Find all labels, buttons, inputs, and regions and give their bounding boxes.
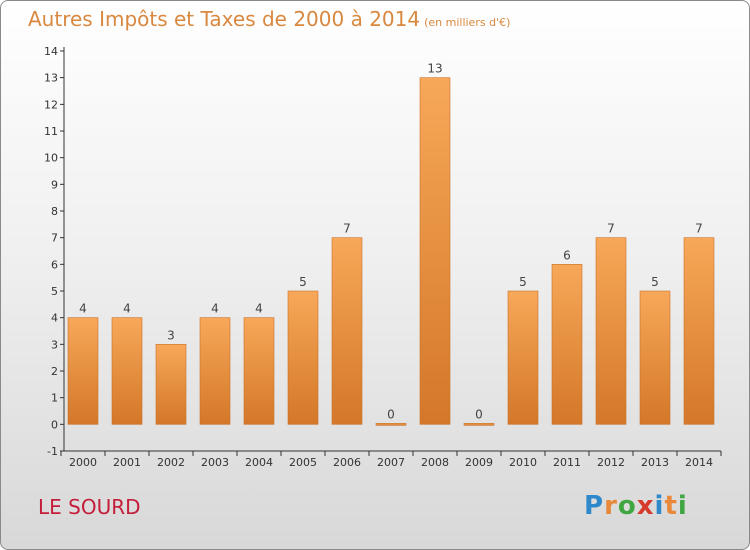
logo-letter: o bbox=[617, 491, 637, 521]
proxiti-logo: Proxiti bbox=[584, 491, 688, 521]
data-label: 4 bbox=[211, 302, 219, 316]
logo-letter: i bbox=[677, 491, 688, 521]
bar-2006 bbox=[331, 237, 363, 425]
bar-2008 bbox=[419, 77, 451, 425]
data-label: 5 bbox=[519, 275, 527, 289]
logo-letter: r bbox=[604, 491, 618, 521]
data-label: 4 bbox=[79, 302, 87, 316]
bar-2012 bbox=[595, 237, 627, 425]
y-tick-label: 9 bbox=[51, 178, 58, 191]
bar-2009 bbox=[463, 423, 495, 426]
y-tick-label: 1 bbox=[51, 392, 58, 405]
x-tick-label: 2005 bbox=[289, 456, 317, 469]
x-tick-label: 2012 bbox=[597, 456, 625, 469]
bar-2013 bbox=[639, 290, 671, 425]
x-tick-label: 2001 bbox=[113, 456, 141, 469]
bar-2001 bbox=[111, 317, 143, 425]
y-tick-label: 14 bbox=[44, 45, 58, 58]
data-label: 7 bbox=[607, 222, 615, 236]
y-tick-label: -1 bbox=[47, 445, 58, 458]
bar-2000 bbox=[67, 317, 99, 425]
y-tick-label: 13 bbox=[44, 72, 58, 85]
data-label: 0 bbox=[387, 407, 395, 421]
bar-2003 bbox=[199, 317, 231, 425]
data-label: 5 bbox=[651, 275, 659, 289]
y-tick-label: 10 bbox=[44, 152, 58, 165]
y-tick-label: 4 bbox=[51, 312, 58, 325]
title-text: Autres Impôts et Taxes de 2000 à 2014 bbox=[28, 7, 421, 31]
bars bbox=[67, 77, 715, 426]
data-label: 4 bbox=[123, 302, 131, 316]
logo-letter: i bbox=[654, 491, 665, 521]
commune-name: LE SOURD bbox=[38, 495, 141, 519]
x-tick-label: 2009 bbox=[465, 456, 493, 469]
data-label: 6 bbox=[563, 248, 571, 262]
x-tick-label: 2000 bbox=[69, 456, 97, 469]
logo-letter: t bbox=[664, 491, 678, 521]
x-tick-label: 2002 bbox=[157, 456, 185, 469]
data-label: 0 bbox=[475, 407, 483, 421]
data-label: 5 bbox=[299, 275, 307, 289]
data-labels: 4 4 3 4 4 5 7 0 13 0 5 6 7 5 7 bbox=[79, 62, 703, 422]
y-tick-label: 5 bbox=[51, 285, 58, 298]
logo-letter: x bbox=[636, 491, 655, 521]
data-label: 3 bbox=[167, 328, 175, 342]
x-tick-label: 2007 bbox=[377, 456, 405, 469]
x-tick-label: 2008 bbox=[421, 456, 449, 469]
y-tick-label: 11 bbox=[44, 125, 58, 138]
x-tick-label: 2010 bbox=[509, 456, 537, 469]
x-tick-label: 2006 bbox=[333, 456, 361, 469]
logo-letter: P bbox=[584, 491, 605, 521]
x-tick-label: 2011 bbox=[553, 456, 581, 469]
x-tick-label: 2003 bbox=[201, 456, 229, 469]
y-tick-label: 8 bbox=[51, 205, 58, 218]
x-tick-label: 2014 bbox=[685, 456, 713, 469]
data-label: 13 bbox=[427, 62, 442, 76]
bar-2011 bbox=[551, 264, 583, 425]
x-tick-label: 2004 bbox=[245, 456, 273, 469]
bar-2002 bbox=[155, 344, 187, 425]
bar-2004 bbox=[243, 317, 275, 425]
chart-subtitle: (en milliers d'€) bbox=[424, 16, 511, 29]
bar-2014 bbox=[683, 237, 715, 425]
x-tick-label: 2013 bbox=[641, 456, 669, 469]
y-tick-label: 0 bbox=[51, 418, 58, 431]
y-tick-label: 6 bbox=[51, 258, 58, 271]
y-tick-label: 3 bbox=[51, 338, 58, 351]
chart-title: Autres Impôts et Taxes de 2000 à 2014 (en… bbox=[28, 7, 510, 31]
y-tick-label: 7 bbox=[51, 232, 58, 245]
data-label: 4 bbox=[255, 302, 263, 316]
y-tick-label: 12 bbox=[44, 98, 58, 111]
bar-2010 bbox=[507, 290, 539, 425]
bar-2005 bbox=[287, 290, 319, 425]
data-label: 7 bbox=[695, 222, 703, 236]
bar-2007 bbox=[375, 423, 407, 426]
data-label: 7 bbox=[343, 222, 351, 236]
y-tick-label: 2 bbox=[51, 365, 58, 378]
